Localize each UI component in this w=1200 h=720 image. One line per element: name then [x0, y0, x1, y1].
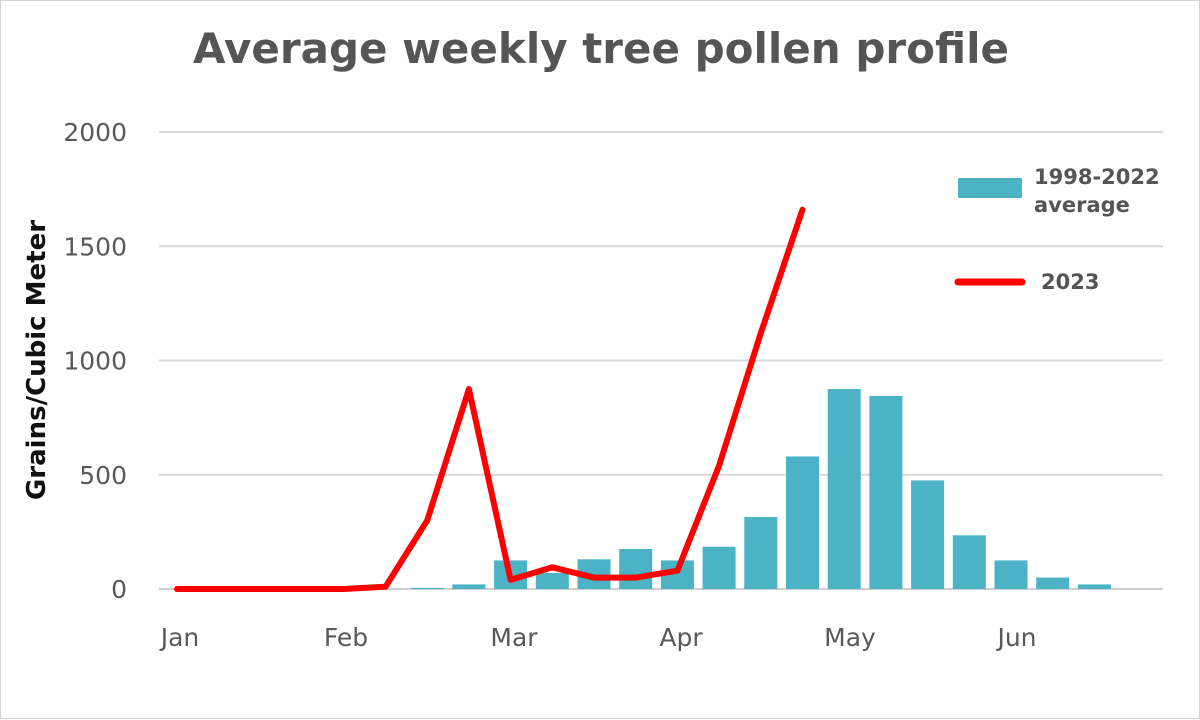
- bar: [1077, 584, 1111, 589]
- y-axis-label: Grains/Cubic Meter: [22, 220, 52, 500]
- bar: [911, 480, 945, 589]
- y-tick-label: 0: [111, 575, 127, 604]
- bar: [827, 389, 861, 589]
- legend-bar-swatch: [958, 178, 1022, 198]
- y-tick-label: 1500: [63, 232, 127, 261]
- x-tick-label: Feb: [324, 623, 368, 652]
- x-tick-label: May: [824, 623, 876, 652]
- x-tick-label: Mar: [490, 623, 538, 652]
- chart-title: Average weekly tree pollen profile: [193, 24, 1009, 73]
- bar: [952, 535, 986, 589]
- y-axis-ticks: 0 500 1000 1500 2000: [63, 118, 127, 604]
- x-axis-ticks: Jan Feb Mar Apr May Jun: [159, 623, 1037, 652]
- line-2023: [174, 206, 806, 592]
- bar: [744, 517, 778, 589]
- y-tick-label: 500: [79, 461, 127, 490]
- bar: [452, 584, 486, 589]
- bar: [786, 456, 819, 589]
- bar: [702, 546, 736, 589]
- bar: [619, 549, 653, 589]
- y-tick-label: 2000: [63, 118, 127, 147]
- bar: [535, 573, 569, 589]
- bar-series: [410, 389, 1111, 589]
- legend-bar-label-line1: 1998-2022: [1034, 165, 1160, 189]
- legend: 1998-2022 average 2023: [954, 165, 1160, 294]
- x-tick-label: Jun: [995, 623, 1036, 652]
- bar: [410, 587, 444, 589]
- grid-lines: [159, 131, 1163, 590]
- bar: [1036, 577, 1070, 589]
- bar: [869, 395, 903, 589]
- bar: [994, 560, 1028, 589]
- legend-line-label: 2023: [1041, 270, 1099, 294]
- x-tick-label: Apr: [659, 623, 703, 652]
- y-tick-label: 1000: [63, 347, 127, 376]
- x-tick-label: Jan: [159, 623, 200, 652]
- line-series: [174, 206, 806, 592]
- legend-bar-label-line2: average: [1034, 193, 1130, 217]
